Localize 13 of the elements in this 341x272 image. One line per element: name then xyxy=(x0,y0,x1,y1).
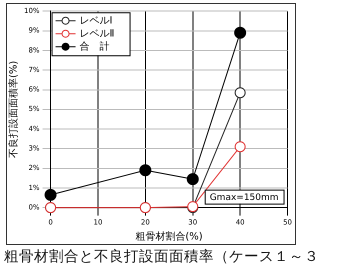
point xyxy=(139,164,152,176)
legend-label: レベルⅡ xyxy=(80,28,114,40)
point xyxy=(186,173,199,186)
annotation: Gmax=150mm xyxy=(210,192,279,203)
legend-label: レベルⅠ xyxy=(80,15,113,26)
point xyxy=(234,26,246,39)
text: 粗骨材割合と不良打設面面積率（ケース１～３ xyxy=(4,248,319,266)
point xyxy=(44,188,57,201)
point xyxy=(234,141,246,152)
point xyxy=(234,87,246,98)
legend-label: 合 計 xyxy=(80,40,110,52)
x-axis-title: 粗骨材割合(%) xyxy=(135,230,203,243)
y-axis-title: 不良打設面面積率(%) xyxy=(8,60,20,158)
